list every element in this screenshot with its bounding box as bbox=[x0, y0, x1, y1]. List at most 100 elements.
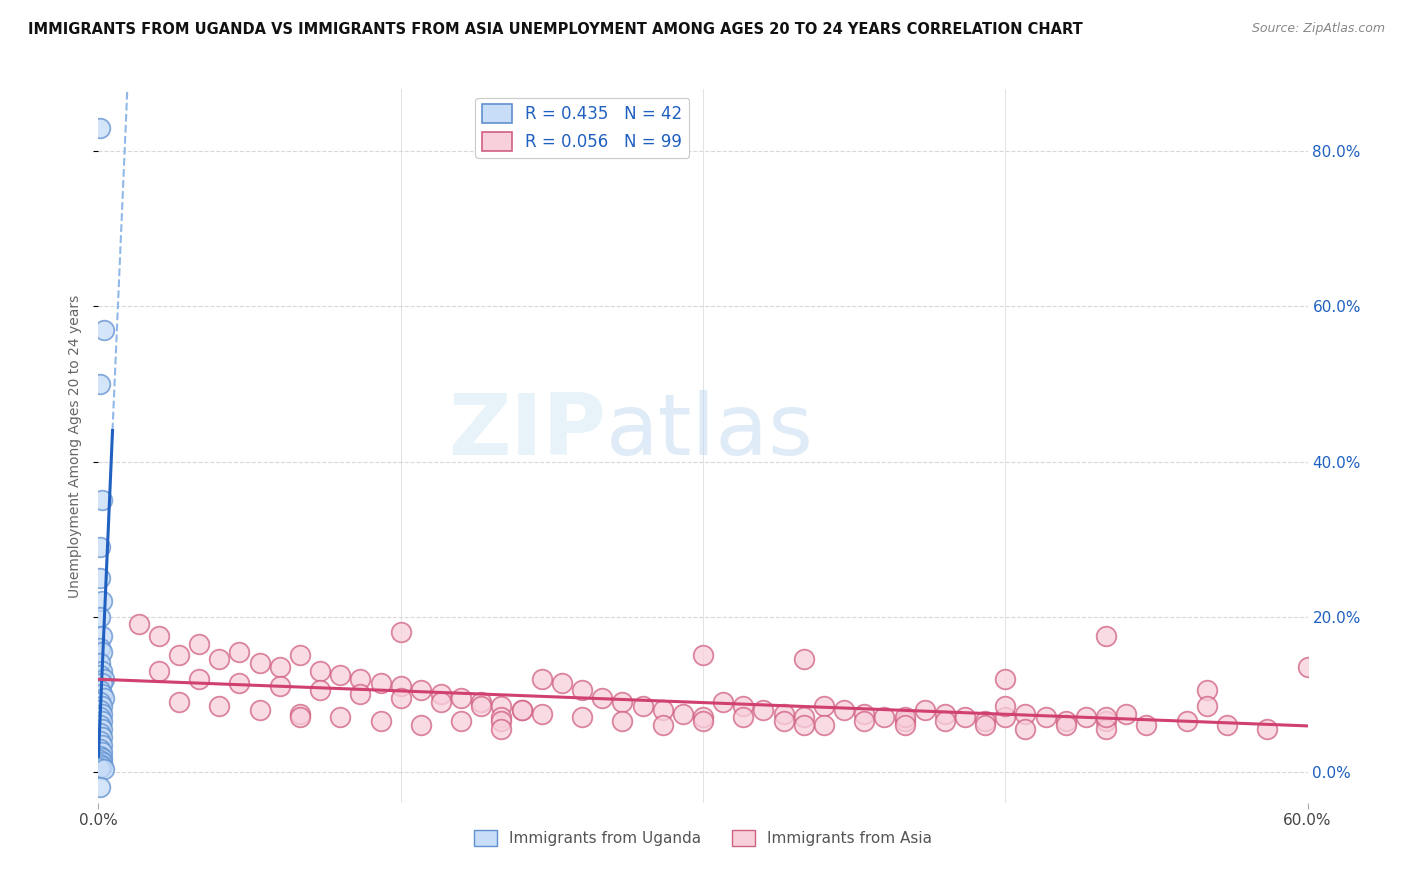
Point bbox=[1054, 714, 1077, 729]
Point bbox=[470, 698, 492, 713]
Point bbox=[772, 706, 794, 721]
Point bbox=[692, 648, 714, 663]
Point bbox=[208, 652, 231, 666]
Point bbox=[91, 664, 114, 678]
Point bbox=[93, 323, 115, 337]
Point bbox=[893, 714, 915, 729]
Point bbox=[89, 733, 111, 747]
Point bbox=[91, 698, 114, 713]
Point bbox=[1054, 718, 1077, 732]
Point bbox=[91, 644, 114, 658]
Point bbox=[89, 376, 111, 391]
Point bbox=[91, 756, 114, 770]
Point bbox=[612, 695, 634, 709]
Legend: R = 0.435   N = 42, R = 0.056   N = 99: R = 0.435 N = 42, R = 0.056 N = 99 bbox=[475, 97, 689, 158]
Point bbox=[1035, 710, 1057, 724]
Point bbox=[288, 706, 311, 721]
Point bbox=[470, 695, 492, 709]
Point bbox=[228, 644, 250, 658]
Point bbox=[651, 703, 673, 717]
Point bbox=[91, 594, 114, 608]
Point bbox=[389, 691, 412, 706]
Point bbox=[934, 706, 956, 721]
Point bbox=[571, 683, 593, 698]
Point bbox=[167, 695, 190, 709]
Point bbox=[692, 714, 714, 729]
Point bbox=[631, 698, 654, 713]
Point bbox=[793, 710, 815, 724]
Point bbox=[349, 672, 371, 686]
Point bbox=[409, 683, 432, 698]
Point bbox=[89, 780, 111, 795]
Point bbox=[1175, 714, 1198, 729]
Point bbox=[1095, 722, 1118, 736]
Point bbox=[832, 703, 855, 717]
Point bbox=[89, 571, 111, 585]
Point bbox=[91, 675, 114, 690]
Point bbox=[148, 664, 170, 678]
Point bbox=[1095, 629, 1118, 643]
Point bbox=[651, 718, 673, 732]
Point bbox=[530, 706, 553, 721]
Point bbox=[91, 706, 114, 721]
Point bbox=[1135, 718, 1157, 732]
Point bbox=[672, 706, 695, 721]
Point bbox=[389, 625, 412, 640]
Point bbox=[772, 714, 794, 729]
Point bbox=[288, 648, 311, 663]
Point bbox=[530, 672, 553, 686]
Point bbox=[148, 629, 170, 643]
Point bbox=[89, 757, 111, 772]
Y-axis label: Unemployment Among Ages 20 to 24 years: Unemployment Among Ages 20 to 24 years bbox=[69, 294, 83, 598]
Point bbox=[893, 710, 915, 724]
Point bbox=[1095, 710, 1118, 724]
Point bbox=[733, 698, 755, 713]
Point bbox=[208, 698, 231, 713]
Point bbox=[167, 648, 190, 663]
Point bbox=[309, 664, 332, 678]
Point bbox=[89, 726, 111, 740]
Point bbox=[269, 680, 291, 694]
Point bbox=[91, 745, 114, 759]
Point bbox=[89, 120, 111, 135]
Point bbox=[91, 730, 114, 744]
Point bbox=[1014, 722, 1036, 736]
Point bbox=[813, 698, 835, 713]
Point bbox=[91, 738, 114, 752]
Point bbox=[89, 668, 111, 682]
Point bbox=[93, 691, 115, 706]
Point bbox=[1195, 698, 1218, 713]
Point bbox=[994, 672, 1017, 686]
Point bbox=[329, 668, 352, 682]
Point bbox=[91, 629, 114, 643]
Point bbox=[89, 710, 111, 724]
Point bbox=[93, 763, 115, 777]
Point bbox=[89, 609, 111, 624]
Point bbox=[89, 753, 111, 767]
Point bbox=[450, 691, 472, 706]
Point bbox=[89, 540, 111, 554]
Point bbox=[612, 714, 634, 729]
Point bbox=[914, 703, 936, 717]
Point bbox=[994, 710, 1017, 724]
Point bbox=[349, 687, 371, 701]
Point bbox=[793, 652, 815, 666]
Point bbox=[93, 672, 115, 686]
Point bbox=[89, 741, 111, 756]
Point bbox=[873, 710, 896, 724]
Point bbox=[389, 680, 412, 694]
Point bbox=[510, 703, 533, 717]
Point bbox=[510, 703, 533, 717]
Point bbox=[1074, 710, 1097, 724]
Point bbox=[89, 749, 111, 764]
Point bbox=[974, 714, 997, 729]
Point bbox=[91, 714, 114, 729]
Text: atlas: atlas bbox=[606, 390, 814, 474]
Point bbox=[89, 718, 111, 732]
Point bbox=[953, 710, 976, 724]
Point bbox=[89, 761, 111, 775]
Point bbox=[188, 637, 211, 651]
Point bbox=[934, 714, 956, 729]
Point bbox=[91, 493, 114, 508]
Point bbox=[813, 718, 835, 732]
